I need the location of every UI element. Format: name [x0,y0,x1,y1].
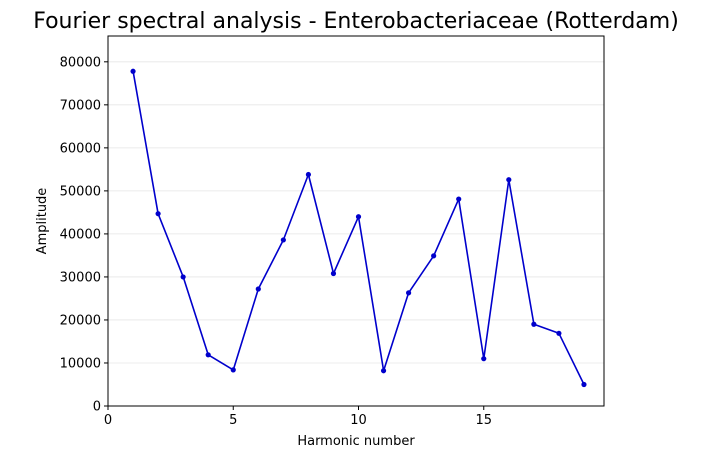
data-point [531,321,537,327]
data-point [205,352,211,358]
y-tick-label: 10000 [60,356,101,371]
y-tick-label: 50000 [60,184,101,199]
y-tick-label: 20000 [60,313,101,328]
y-axis: 0 10000 20000 30000 40000 50000 60000 70000 8000… [60,55,108,415]
data-point [155,211,161,217]
data-point [355,214,362,220]
x-tick-label: 0 [104,413,112,428]
x-tick-label: 15 [475,413,492,428]
data-point [380,368,387,374]
chart-title: Fourier spectral analysis - Enterobacter… [33,9,679,34]
y-axis-label: Amplitude [35,188,50,255]
data-point [330,270,337,277]
gridlines [108,61,604,407]
y-tick-label: 40000 [60,227,101,242]
data-point [581,381,587,388]
data-point [431,253,437,259]
series-line [132,71,585,385]
y-tick-label: 30000 [60,270,101,285]
x-tick-label: 5 [229,413,237,428]
data-point [556,330,562,336]
y-tick-label: 0 [93,400,101,415]
series-group [130,68,587,388]
data-point [255,286,261,292]
data-point [180,274,186,280]
x-tick-label: 10 [350,413,367,428]
x-axis: 0 5 10 15 [104,406,492,428]
y-tick-label: 70000 [60,98,101,113]
data-point [130,68,136,74]
data-point [305,171,312,178]
data-point [406,290,412,296]
data-point [230,367,236,373]
data-point [280,237,286,243]
data-point [481,356,487,362]
data-point [506,177,512,183]
x-axis-label: Harmonic number [297,434,415,449]
y-tick-label: 60000 [60,141,101,156]
y-tick-label: 80000 [60,55,101,70]
plot-area [107,35,605,407]
data-point [456,196,462,202]
